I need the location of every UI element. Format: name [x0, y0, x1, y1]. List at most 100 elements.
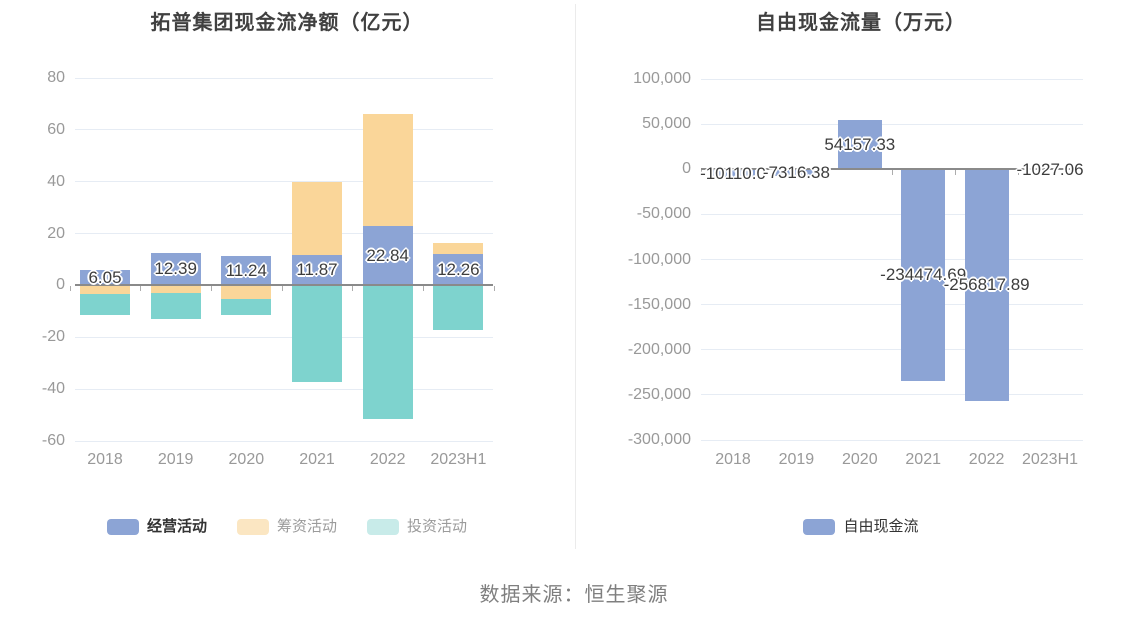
- legend-swatch: [367, 519, 399, 535]
- legend-item-label: 投资活动: [407, 518, 468, 535]
- x-axis-tick: [423, 286, 424, 292]
- legend-swatch: [803, 519, 836, 535]
- y-axis-tick-label: -150,000: [627, 295, 691, 313]
- x-category-label: 2018: [715, 451, 751, 468]
- bar-segment[interactable]: [292, 285, 342, 383]
- bar-segment[interactable]: [362, 285, 413, 419]
- x-axis-tick: [764, 170, 766, 176]
- y-axis-tick-label: 60: [47, 120, 65, 138]
- legend-item-label: 经营活动: [146, 518, 207, 535]
- x-axis-tick: [493, 286, 495, 292]
- x-category-label: 2023H1: [1021, 451, 1079, 468]
- x-category-label: 2019: [157, 451, 194, 468]
- bar-segment[interactable]: [837, 120, 882, 170]
- legend-swatch: [106, 519, 139, 535]
- bar-value-label: -7316.38: [762, 162, 830, 182]
- grid-line: [701, 123, 1083, 125]
- y-axis-tick-label: -300,000: [627, 431, 691, 448]
- free-cashflow-chart-panel: 自由现金流量（万元） 100,000 50,000 0 -50,000 -100,000…: [574, 0, 1148, 560]
- free-cashflow-chart-title: 自由现金流量（万元）: [756, 12, 966, 34]
- x-category-label: 2018: [87, 451, 123, 468]
- bar-value-label: 12.26: [437, 259, 480, 279]
- legend-item-label: 自由现金流: [843, 518, 919, 535]
- y-axis-tick-label: -100,000: [627, 250, 691, 268]
- x-axis-tick: [954, 170, 956, 176]
- x-category-label: 2022: [369, 451, 406, 468]
- bar-value-label: 54157.33: [824, 134, 896, 154]
- x-axis-tick: [281, 286, 283, 292]
- y-axis-tick-label: -20: [41, 328, 65, 346]
- grid-line: [701, 78, 1083, 80]
- grid-line: [75, 77, 493, 79]
- grid-line: [701, 439, 1083, 441]
- y-axis-tick-label: -250,000: [627, 385, 691, 403]
- x-axis-tick: [140, 286, 142, 292]
- free-cashflow-legend: 自由现金流: [574, 519, 1148, 535]
- zero-axis-line: [75, 284, 493, 287]
- y-axis-tick-label: -40: [41, 380, 65, 398]
- bar-segment[interactable]: [433, 253, 484, 286]
- x-axis-tick: [828, 170, 830, 176]
- bar-segment[interactable]: [80, 285, 130, 294]
- bar-value-label: -256817.89: [943, 275, 1030, 295]
- bar-segment[interactable]: [362, 114, 413, 227]
- bar-segment[interactable]: [221, 256, 272, 286]
- bar-segment[interactable]: [292, 181, 342, 255]
- grid-line: [75, 233, 493, 235]
- x-category-label: 2019: [778, 451, 815, 468]
- bar-segment[interactable]: [292, 254, 342, 286]
- data-source-note: 数据来源：恒生聚源: [479, 584, 669, 606]
- x-category-label: 2020: [842, 451, 878, 468]
- bar-segment[interactable]: [80, 269, 130, 286]
- bar-segment[interactable]: [150, 293, 201, 320]
- grid-line: [75, 388, 493, 390]
- y-axis-tick-label: 100,000: [633, 70, 691, 87]
- y-axis-tick-label: 0: [56, 276, 65, 294]
- x-category-label: 2022: [968, 451, 1005, 468]
- legend-item[interactable]: 自由现金流: [803, 518, 919, 535]
- x-category-label: 2021: [905, 451, 941, 468]
- y-axis-tick-label: 20: [47, 224, 65, 242]
- bar-segment[interactable]: [433, 243, 484, 254]
- x-axis-tick: [701, 170, 703, 176]
- x-category-label: 2021: [299, 451, 335, 468]
- grid-line: [701, 213, 1083, 215]
- panel-divider: [575, 4, 576, 549]
- bar-value-label: -1027.06: [1016, 159, 1084, 179]
- bar-value-label: -234474.69: [880, 265, 967, 285]
- bar-segment[interactable]: [362, 226, 413, 286]
- net-cashflow-chart-panel: 拓普集团现金流净额（亿元） 80 60 40 20 0 -20 -40 -60 2018 2019…: [0, 0, 574, 560]
- grid-line: [75, 129, 493, 131]
- bar-segment[interactable]: [150, 253, 201, 286]
- net-cashflow-plot-area: 80 60 40 20 0 -20 -40 -60 2018 2019 2020 2021 2022 20…: [0, 0, 574, 560]
- y-axis-tick-label: 0: [682, 160, 691, 178]
- x-axis-tick: [352, 286, 354, 292]
- bar-segment[interactable]: [774, 169, 819, 176]
- grid-line: [75, 181, 493, 183]
- x-axis-tick: [211, 286, 212, 292]
- grid-line: [701, 304, 1083, 306]
- bar-value-label: -10110.0: [700, 163, 766, 183]
- legend-item[interactable]: 经营活动: [106, 518, 207, 535]
- bar-segment[interactable]: [221, 299, 272, 315]
- y-axis-tick-label: 50,000: [642, 115, 691, 133]
- y-axis-tick-label: 40: [47, 172, 65, 190]
- x-axis-tick: [1018, 170, 1020, 176]
- legend-item[interactable]: 投资活动: [367, 519, 467, 535]
- x-category-label: 2023H1: [430, 451, 487, 468]
- x-axis-tick: [69, 286, 71, 292]
- bar-segment[interactable]: [221, 285, 272, 300]
- bar-segment[interactable]: [711, 169, 755, 179]
- bar-segment[interactable]: [964, 169, 1009, 402]
- bar-segment[interactable]: [901, 169, 946, 381]
- bar-value-label: 12.39: [154, 259, 197, 279]
- bar-segment[interactable]: [150, 285, 201, 294]
- bar-segment[interactable]: [433, 285, 484, 331]
- bar-value-label: 6.05: [88, 267, 122, 287]
- zero-axis-line: [701, 168, 1083, 171]
- bar-segment[interactable]: [80, 293, 130, 315]
- legend-item[interactable]: 筹资活动: [236, 519, 337, 535]
- grid-line: [75, 336, 493, 338]
- net-cashflow-legend: 经营活动 筹资活动 投资活动: [0, 519, 574, 535]
- x-axis-tick: [891, 170, 893, 176]
